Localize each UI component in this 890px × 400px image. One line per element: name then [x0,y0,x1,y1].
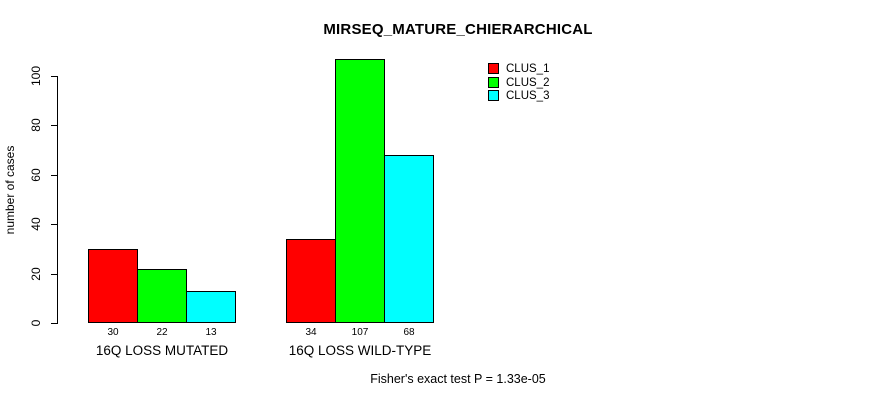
bar-value-label: 13 [205,327,217,338]
y-tick-mark [51,175,58,176]
x-axis-category-label: 16Q LOSS WILD-TYPE [288,343,432,358]
bar-value-label: 34 [305,327,317,338]
y-axis-line [57,76,58,324]
legend-swatch-icon [488,77,499,88]
y-tick-label: 40 [29,217,43,231]
bar-value-label: 22 [156,327,168,338]
y-tick-label: 0 [29,319,43,327]
bar-clus_2-group1 [137,269,187,323]
y-tick-mark [51,224,58,225]
bar-clus_1-group2 [286,239,336,323]
y-tick-label: 20 [29,267,43,281]
bar-value-label: 107 [351,327,369,338]
y-axis-label: number of cases [3,145,17,235]
legend-swatch-icon [488,90,499,101]
y-tick-label: 60 [29,168,43,182]
x-axis-category-label: 16Q LOSS MUTATED [95,343,229,358]
y-tick-mark [51,274,58,275]
bar-clus_2-group2 [335,59,385,323]
chart-title: MIRSEQ_MATURE_CHIERARCHICAL [323,21,593,38]
bar-clus_3-group1 [186,291,236,323]
annotation-fisher-test: Fisher's exact test P = 1.33e-05 [370,372,546,386]
bar-clus_1-group1 [88,249,138,323]
legend-swatch-icon [488,63,499,74]
legend-label: CLUS_3 [506,90,550,102]
y-tick-label: 100 [29,65,43,87]
bar-value-label: 30 [107,327,119,338]
y-tick-mark [51,323,58,324]
bar-value-label: 68 [403,327,415,338]
legend-label: CLUS_2 [506,77,550,89]
legend-label: CLUS_1 [506,63,550,75]
y-tick-mark [51,76,58,77]
bar-clus_3-group2 [384,155,434,323]
y-tick-mark [51,125,58,126]
y-tick-label: 80 [29,118,43,132]
